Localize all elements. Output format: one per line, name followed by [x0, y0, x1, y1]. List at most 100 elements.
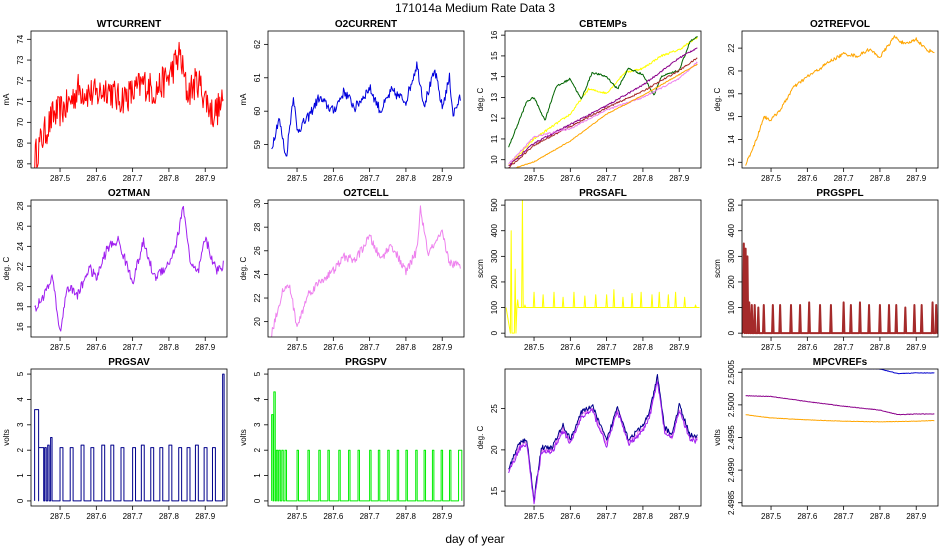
panel-mpctemps-xtick-label: 287.9 [669, 512, 690, 521]
panel-prgsav-xtick-label: 287.5 [50, 512, 71, 521]
panel-wtcurrent-xtick-label: 287.5 [50, 174, 71, 183]
panel-prgspfl-ytick-label: 300 [727, 249, 736, 263]
panel-o2tman-ytick-label: 26 [16, 221, 25, 230]
panel-prgsafl-xtick-label: 287.6 [560, 343, 581, 352]
panel-o2tman-xtick-label: 287.9 [195, 343, 216, 352]
figure-xlabel: day of year [445, 532, 504, 546]
panel-o2trefvol-ytick-label: 20 [727, 66, 736, 75]
panel-prgsav-title: PRGSAV [108, 357, 150, 368]
panel-prgspfl-plot-area [742, 242, 938, 335]
panel-mpcvrefs-xtick-label: 287.6 [797, 512, 818, 521]
panel-o2trefvol-xtick-label: 287.6 [797, 174, 818, 183]
panel-o2trefvol-ytick-label: 18 [727, 89, 736, 98]
panel-prgsafl-xtick-label: 287.7 [597, 343, 618, 352]
panel-mpctemps-ytick-label: 20 [490, 445, 499, 454]
panel-o2tman-frame [30, 199, 228, 338]
panel-o2current-xtick-label: 287.6 [323, 174, 344, 183]
panel-wtcurrent-plot-area [34, 41, 224, 168]
panel-o2tcell-ytick-label: 24 [253, 269, 262, 278]
panel-o2tman-xtick-label: 287.8 [159, 343, 180, 352]
panel-o2current-xtick-label: 287.9 [432, 174, 453, 183]
panel-mpcvrefs-series-mpcvref2 [745, 395, 935, 416]
panel-mpcvrefs-ytick-label: 2.5005 [727, 359, 736, 384]
panel-prgsafl: PRGSAFL sccm 287.5 287.6 287.7 287.8 287.9 0 100… [476, 188, 702, 352]
panel-prgspfl-ytick-label: 400 [727, 224, 736, 238]
panel-prgsafl-series-prgsafl [505, 200, 700, 334]
panel-o2tcell-xtick-label: 287.6 [323, 343, 344, 352]
panel-prgspv-ytick-label: 3 [253, 422, 262, 427]
panel-prgspfl-xtick-label: 287.5 [761, 343, 782, 352]
panel-prgsav-ytick-label: 1 [16, 473, 25, 478]
panel-o2current-ytick-label: 60 [253, 106, 262, 115]
panel-prgspfl-xtick-label: 287.6 [797, 343, 818, 352]
panel-o2tcell-ytick-label: 26 [253, 246, 262, 255]
panel-mpcvrefs-plot-area [745, 369, 935, 423]
panel-cbtemps-ytick-label: 15 [490, 51, 499, 60]
panel-prgspv-plot-area [271, 391, 463, 502]
panel-o2tcell-title: O2TCELL [343, 188, 389, 199]
panel-prgspv-ytick-label: 5 [253, 371, 262, 376]
panel-wtcurrent-xtick-label: 287.7 [123, 174, 144, 183]
panel-prgspfl-ytick-label: 0 [727, 330, 736, 335]
panel-mpctemps-xtick-label: 287.8 [633, 512, 654, 521]
panel-prgsav-xtick-label: 287.8 [159, 512, 180, 521]
panel-wtcurrent-ytick-label: 71 [16, 97, 25, 106]
panel-o2current: O2CURRENT mA 287.5 287.6 287.7 287.8 287.9 59 60… [239, 19, 465, 183]
panel-prgsav-ytick-label: 2 [16, 447, 25, 452]
panel-o2current-xtick-label: 287.8 [396, 174, 417, 183]
figure-title: 171014a Medium Rate Data 3 [395, 1, 555, 15]
panel-mpcvrefs-ytick-label: 2.4990 [727, 457, 736, 482]
panel-cbtemps-ytick-label: 13 [490, 92, 499, 101]
panel-cbtemps-series-cbtemp6 [513, 63, 698, 168]
panel-prgsav-ylabel: volts [2, 429, 11, 445]
panel-o2tcell-xtick-label: 287.7 [360, 343, 381, 352]
panel-wtcurrent-frame [30, 30, 228, 169]
panel-prgspv-title: PRGSPV [345, 357, 387, 368]
panel-o2current-ytick-label: 59 [253, 140, 262, 149]
panel-o2tcell-ytick-label: 20 [253, 317, 262, 326]
panel-prgsafl-xtick-label: 287.8 [633, 343, 654, 352]
panel-o2trefvol-ylabel: deg. C [713, 87, 722, 111]
panel-prgsav-series-prgsav [34, 373, 225, 502]
panel-o2trefvol-series-o2trefvol [745, 35, 935, 166]
panel-o2tman-ytick-label: 28 [16, 201, 25, 210]
panel-mpctemps-xtick-label: 287.7 [597, 512, 618, 521]
panel-prgsafl-frame [504, 199, 702, 338]
panel-o2tman-title: O2TMAN [108, 188, 150, 199]
panel-o2tcell-frame [267, 199, 465, 338]
panel-o2tcell-ytick-label: 30 [253, 199, 262, 208]
panel-prgspfl: PRGSPFL sccm 287.5 287.6 287.7 287.8 287.9 0 100… [713, 188, 939, 352]
panel-mpctemps-xtick-label: 287.6 [560, 512, 581, 521]
panel-cbtemps-series-cbtemp2 [508, 35, 698, 148]
panel-mpctemps-title: MPCTEMPs [575, 357, 631, 368]
panel-o2tman-ytick-label: 24 [16, 241, 25, 250]
panel-o2tman-ytick-label: 16 [16, 322, 25, 331]
panel-cbtemps-frame [504, 30, 702, 169]
panel-wtcurrent-ytick-label: 68 [16, 159, 25, 168]
panel-o2tcell-xtick-label: 287.5 [287, 343, 308, 352]
panel-prgsav-xtick-label: 287.7 [123, 512, 144, 521]
panel-prgspv: PRGSPV volts 287.5 287.6 287.7 287.8 287.9 0 1 2 3… [239, 357, 465, 521]
panel-o2tman-xtick-label: 287.7 [123, 343, 144, 352]
panel-mpctemps-ytick-label: 25 [490, 404, 499, 413]
panel-prgsafl-ytick-label: 0 [490, 330, 499, 335]
panel-o2tman-ytick-label: 18 [16, 302, 25, 311]
panel-o2tman-xtick-label: 287.6 [86, 343, 107, 352]
panel-prgsav-ytick-label: 5 [16, 371, 25, 376]
panel-prgsav-frame [30, 368, 228, 507]
panel-prgsafl-plot-area [505, 200, 700, 334]
panel-o2tcell: O2TCELL deg. C 287.5 287.6 287.7 287.8 287.9 20… [239, 188, 465, 352]
panel-mpctemps-frame [504, 368, 702, 507]
panel-cbtemps-xtick-label: 287.8 [633, 174, 654, 183]
panel-o2tcell-ylabel: deg. C [239, 256, 248, 280]
panel-wtcurrent-ytick-label: 69 [16, 138, 25, 147]
panel-o2tcell-series-o2tcell [271, 205, 461, 337]
panel-mpctemps-xtick-label: 287.5 [524, 512, 545, 521]
panel-prgspv-xtick-label: 287.5 [287, 512, 308, 521]
panel-prgsafl-ytick-label: 300 [490, 249, 499, 263]
panel-mpcvrefs-frame [741, 368, 939, 507]
panel-prgspv-ytick-label: 2 [253, 447, 262, 452]
panel-o2tman-plot-area [34, 205, 224, 332]
panel-cbtemps-ylabel: deg. C [476, 87, 485, 111]
panel-prgsafl-ylabel: sccm [476, 259, 485, 278]
